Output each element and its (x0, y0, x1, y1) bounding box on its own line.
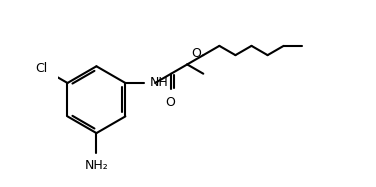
Text: NH: NH (149, 76, 168, 90)
Text: Cl: Cl (36, 62, 48, 75)
Text: O: O (165, 96, 175, 109)
Text: O: O (191, 47, 202, 60)
Text: NH₂: NH₂ (85, 159, 108, 172)
